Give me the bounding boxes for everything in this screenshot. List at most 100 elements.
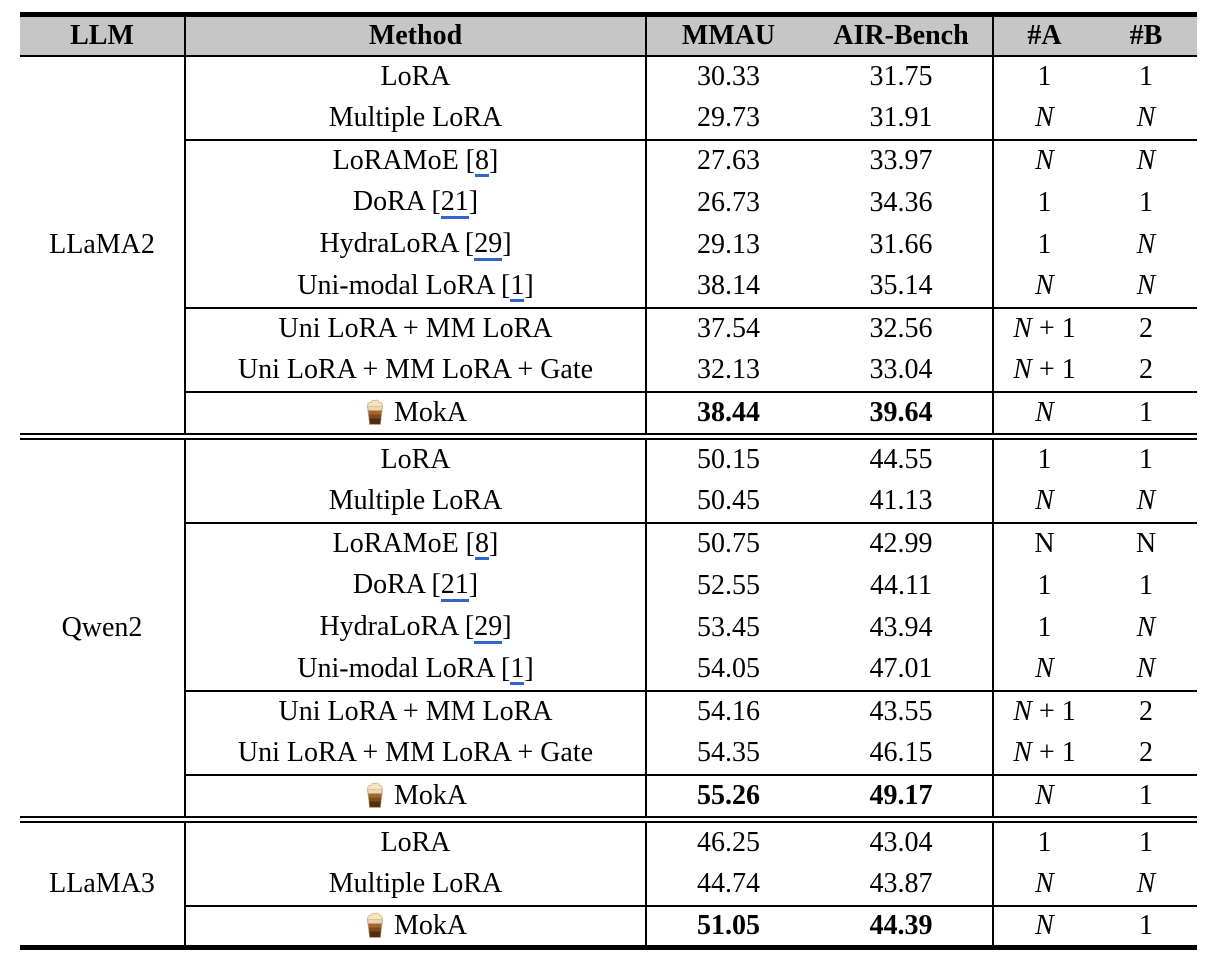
mmau-value: 51.05 bbox=[646, 904, 810, 948]
math-n: N bbox=[1136, 145, 1156, 176]
num-adapters-value: N bbox=[993, 138, 1095, 182]
method-cell: Uni LoRA + MM LoRA bbox=[185, 689, 647, 733]
air-bench-value: 44.11 bbox=[810, 564, 994, 607]
mmau-value: 30.33 bbox=[697, 61, 760, 92]
citation-link[interactable]: 1 bbox=[510, 269, 525, 303]
num-b-value: N bbox=[1095, 521, 1197, 565]
num-b-value: N bbox=[1095, 649, 1197, 691]
citation-link[interactable]: 29 bbox=[474, 611, 503, 644]
math-n: N bbox=[1013, 696, 1032, 727]
num-adapters-value: 1 bbox=[1037, 61, 1052, 92]
air-bench-value: 41.13 bbox=[810, 480, 994, 523]
method-label: Uni-modal LoRA bbox=[297, 652, 495, 684]
column-header-num-b: #B bbox=[1095, 14, 1197, 57]
air-bench-value: 49.17 bbox=[810, 773, 994, 817]
math-n: N bbox=[1136, 228, 1156, 260]
num-adapters-value: 1 bbox=[1037, 186, 1052, 218]
air-bench-value: 31.66 bbox=[810, 223, 994, 266]
math-n: N bbox=[1035, 396, 1054, 428]
num-b-value: 2 bbox=[1095, 689, 1197, 733]
citation-link[interactable]: 21 bbox=[440, 186, 469, 219]
air-bench-value: 31.91 bbox=[810, 97, 994, 140]
method-label: MokA bbox=[393, 779, 468, 811]
math-n: N bbox=[1136, 868, 1156, 899]
mmau-value: 55.26 bbox=[646, 773, 810, 817]
air-bench-value: 42.99 bbox=[810, 521, 994, 565]
method-label: Multiple LoRA bbox=[328, 485, 503, 516]
citation-link[interactable]: 8 bbox=[475, 144, 489, 178]
method-cell: Uni LoRA + MM LoRA bbox=[185, 306, 647, 350]
method-label: Uni-modal LoRA bbox=[297, 269, 495, 301]
mmau-value: 50.75 bbox=[646, 521, 810, 565]
num-b-value: 1 bbox=[1095, 773, 1197, 817]
method-cell: LoRAMoE [8] bbox=[185, 138, 647, 182]
num-b-value: N bbox=[1095, 98, 1197, 140]
method-label: Multiple LoRA bbox=[328, 868, 503, 899]
method-label: LoRAMoE bbox=[332, 527, 459, 559]
air-bench-value: 35.14 bbox=[810, 265, 994, 308]
table-row: DoRA [21] 26.73 34.36 1 1 bbox=[20, 181, 1197, 224]
math-n: N bbox=[1013, 313, 1032, 344]
method-cell: HydraLoRA [29] bbox=[185, 223, 647, 266]
method-cell: Multiple LoRA bbox=[185, 480, 647, 523]
method-cell: DoRA [21] bbox=[185, 181, 647, 224]
math-n: N bbox=[1035, 653, 1054, 684]
table-row: MokA 38.44 39.64 N 1 bbox=[20, 390, 1197, 434]
method-cell: Uni LoRA + MM LoRA + Gate bbox=[185, 732, 647, 775]
num-b-value: 2 bbox=[1139, 737, 1153, 768]
mmau-value: 27.63 bbox=[646, 138, 810, 182]
air-bench-value: 39.64 bbox=[810, 390, 994, 434]
table-row: LoRAMoE [8] 27.63 33.97 N N bbox=[20, 138, 1197, 182]
method-cell: LoRA bbox=[185, 821, 647, 864]
results-table-body: LLaMA2 LoRA 30.33 31.75 1 1 Multiple LoRA 29.73… bbox=[20, 55, 1197, 948]
num-adapters-value: N bbox=[993, 904, 1095, 948]
math-n: N bbox=[1035, 909, 1054, 941]
method-label: Uni LoRA + MM LoRA bbox=[278, 696, 553, 727]
num-adapters-value: N bbox=[993, 390, 1095, 434]
method-cell: LoRA bbox=[185, 55, 647, 98]
mmau-value: 54.16 bbox=[646, 689, 810, 733]
mmau-value: 29.13 bbox=[697, 228, 760, 260]
math-n: N bbox=[1136, 270, 1156, 301]
method-cell: MokA bbox=[185, 904, 647, 948]
num-adapters-value: N + 1 bbox=[1013, 737, 1076, 768]
num-adapters-value: N + 1 bbox=[993, 689, 1095, 733]
method-cell: MokA bbox=[185, 773, 647, 817]
mmau-value: 38.44 bbox=[646, 390, 810, 434]
num-adapters-value: 1 bbox=[1037, 827, 1052, 858]
column-header-method: Method bbox=[185, 14, 647, 57]
method-cell: Multiple LoRA bbox=[185, 97, 647, 140]
num-adapters-value: N bbox=[993, 481, 1095, 523]
num-b-value: N bbox=[1095, 864, 1197, 906]
mmau-value: 32.13 bbox=[697, 354, 760, 385]
llm-label-cell: Qwen2 bbox=[20, 438, 186, 817]
air-bench-value: 44.39 bbox=[810, 904, 994, 948]
results-table: LLM Method MMAU AIR-Bench #A #B LLaMA2 Lo… bbox=[20, 12, 1197, 950]
method-cell: Uni-modal LoRA [1] bbox=[185, 648, 647, 691]
table-row: Multiple LoRA 44.74 43.87 N N bbox=[20, 863, 1197, 906]
air-bench-value: 46.15 bbox=[810, 732, 994, 775]
air-bench-value: 44.55 bbox=[810, 438, 994, 481]
num-b-value: 1 bbox=[1139, 186, 1153, 218]
moka-drink-icon bbox=[366, 782, 384, 808]
citation-link[interactable]: 8 bbox=[475, 527, 489, 561]
citation-link[interactable]: 21 bbox=[440, 569, 469, 602]
air-bench-value: 34.36 bbox=[810, 181, 994, 224]
citation-link[interactable]: 1 bbox=[510, 652, 525, 686]
citation-link[interactable]: 29 bbox=[474, 228, 503, 261]
group-separator-rule bbox=[20, 815, 1197, 823]
num-b-value: 1 bbox=[1139, 827, 1153, 858]
mmau-value: 50.15 bbox=[697, 444, 760, 475]
table-row: Uni-modal LoRA [1] 54.05 47.01 N N bbox=[20, 648, 1197, 691]
air-bench-value: 32.56 bbox=[810, 306, 994, 350]
table-row: MokA 51.05 44.39 N 1 bbox=[20, 904, 1197, 948]
math-n: N bbox=[1136, 611, 1156, 643]
num-adapters-value: N bbox=[993, 98, 1095, 140]
table-row: Uni LoRA + MM LoRA + Gate 32.13 33.04 N + 1… bbox=[20, 349, 1197, 392]
group-separator-rule bbox=[20, 432, 1197, 440]
num-b-value: 2 bbox=[1095, 306, 1197, 350]
method-label: MokA bbox=[393, 396, 468, 428]
method-label: Multiple LoRA bbox=[328, 102, 503, 133]
num-adapters-value: N + 1 bbox=[1013, 354, 1076, 385]
